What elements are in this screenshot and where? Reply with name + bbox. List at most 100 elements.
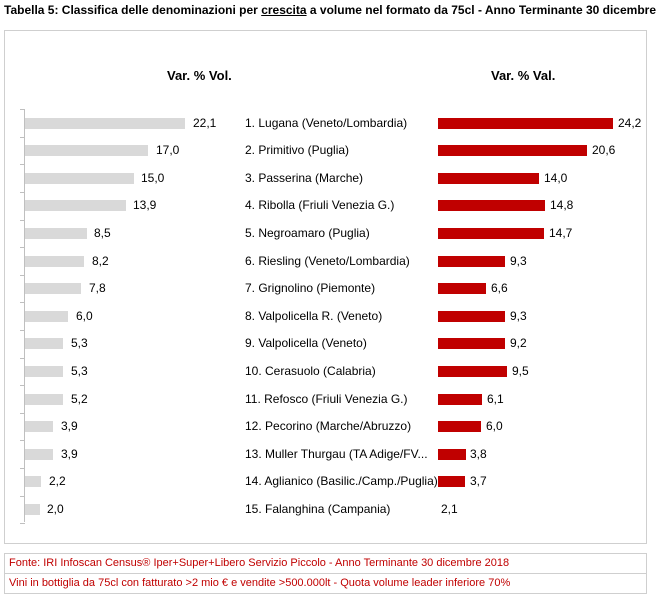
value-bar [438, 421, 482, 432]
volume-axis-tick [20, 358, 25, 359]
volume-value-label: 3,9 [61, 419, 78, 433]
category-label: 8. Valpolicella R. (Veneto) [245, 309, 383, 323]
chart-frame [4, 30, 647, 544]
volume-bar [25, 338, 64, 349]
value-value-label: 6,0 [486, 419, 503, 433]
category-label: 7. Grignolino (Piemonte) [245, 281, 376, 295]
value-value-label: 2,1 [441, 502, 458, 516]
value-bar [438, 200, 545, 211]
value-bar [438, 283, 486, 294]
volume-value-label: 22,1 [193, 116, 217, 130]
category-label: 1. Lugana (Veneto/Lombardia) [245, 116, 408, 130]
value-value-label: 24,2 [618, 116, 642, 130]
category-label: 12. Pecorino (Marche/Abruzzo) [245, 419, 412, 433]
volume-axis-tick [20, 164, 25, 165]
volume-bar [25, 449, 54, 460]
volume-axis-tick [20, 440, 25, 441]
value-value-label: 14,8 [550, 198, 574, 212]
value-value-label: 3,8 [470, 447, 487, 461]
volume-value-label: 3,9 [61, 447, 78, 461]
value-bar [438, 145, 587, 156]
volume-axis-tick [20, 413, 25, 414]
footnote: Vini in bottiglia da 75cl con fatturato … [4, 573, 647, 594]
volume-bar [25, 145, 148, 156]
volume-bar [25, 118, 185, 129]
value-value-label: 9,2 [510, 336, 527, 350]
title-suffix: a volume nel formato da 75cl - Anno Term… [306, 3, 657, 17]
volume-value-label: 2,2 [49, 474, 66, 488]
volume-value-label: 15,0 [141, 171, 165, 185]
category-label: 13. Muller Thurgau (TA Adige/FV... [245, 447, 428, 461]
volume-bar [25, 311, 69, 322]
volume-value-label: 5,3 [71, 364, 88, 378]
volume-axis-line [24, 109, 25, 522]
category-label: 9. Valpolicella (Veneto) [245, 336, 367, 350]
volume-axis-tick [20, 385, 25, 386]
category-label: 14. Aglianico (Basilic./Camp./Puglia) [245, 474, 438, 488]
volume-bar [25, 228, 87, 239]
volume-bar [25, 200, 126, 211]
volume-bar [25, 256, 85, 267]
title-underlined: crescita [261, 3, 307, 17]
volume-bar [25, 476, 41, 487]
volume-axis-tick [20, 137, 25, 138]
value-bar [438, 476, 465, 487]
volume-bar [25, 366, 64, 377]
volume-axis-tick [20, 109, 25, 110]
volume-header: Var. % Vol. [167, 68, 232, 83]
category-label: 6. Riesling (Veneto/Lombardia) [245, 254, 410, 268]
volume-value-label: 17,0 [156, 143, 180, 157]
volume-axis-tick [20, 523, 25, 524]
category-label: 15. Falanghina (Campania) [245, 502, 391, 516]
volume-value-label: 8,5 [94, 226, 111, 240]
volume-axis-tick [20, 302, 25, 303]
value-bar [438, 173, 540, 184]
source-note: Fonte: IRI Infoscan Census® Iper+Super+L… [4, 553, 647, 574]
title-prefix: Tabella 5: Classifica delle denominazion… [4, 3, 262, 17]
volume-value-label: 8,2 [92, 254, 109, 268]
value-value-label: 3,7 [470, 474, 487, 488]
value-value-label: 6,6 [491, 281, 508, 295]
category-label: 3. Passerina (Marche) [245, 171, 364, 185]
value-bar [438, 118, 613, 129]
volume-value-label: 6,0 [76, 309, 93, 323]
volume-axis-tick [20, 330, 25, 331]
value-value-label: 14,7 [549, 226, 573, 240]
value-bar [438, 256, 506, 267]
volume-axis-tick [20, 192, 25, 193]
volume-axis-tick [20, 220, 25, 221]
value-bar [438, 394, 483, 405]
value-value-label: 6,1 [487, 392, 504, 406]
value-value-label: 20,6 [592, 143, 616, 157]
volume-value-label: 2,0 [47, 502, 64, 516]
table-title: Tabella 5: Classifica delle denominazion… [4, 3, 657, 17]
category-label: 10. Cerasuolo (Calabria) [245, 364, 376, 378]
value-bar [438, 228, 545, 239]
volume-value-label: 5,3 [71, 336, 88, 350]
value-value-label: 14,0 [544, 171, 568, 185]
value-bar [438, 449, 466, 460]
category-label: 11. Refosco (Friuli Venezia G.) [245, 392, 408, 406]
category-label: 5. Negroamaro (Puglia) [245, 226, 370, 240]
volume-axis-tick [20, 496, 25, 497]
volume-value-label: 13,9 [133, 198, 157, 212]
category-label: 2. Primitivo (Puglia) [245, 143, 350, 157]
volume-bar [25, 173, 134, 184]
volume-bar [25, 421, 54, 432]
volume-value-label: 7,8 [89, 281, 106, 295]
value-bar [438, 338, 505, 349]
volume-bar [25, 283, 82, 294]
value-bar [438, 366, 507, 377]
value-header: Var. % Val. [491, 68, 556, 83]
volume-bar [25, 504, 40, 515]
volume-axis-tick [20, 468, 25, 469]
category-label: 4. Ribolla (Friuli Venezia G.) [245, 198, 395, 212]
volume-axis-tick [20, 247, 25, 248]
value-value-label: 9,3 [510, 309, 527, 323]
value-value-label: 9,5 [512, 364, 529, 378]
value-bar [438, 311, 506, 322]
volume-value-label: 5,2 [71, 392, 88, 406]
volume-axis-tick [20, 275, 25, 276]
value-value-label: 9,3 [510, 254, 527, 268]
volume-bar [25, 394, 63, 405]
